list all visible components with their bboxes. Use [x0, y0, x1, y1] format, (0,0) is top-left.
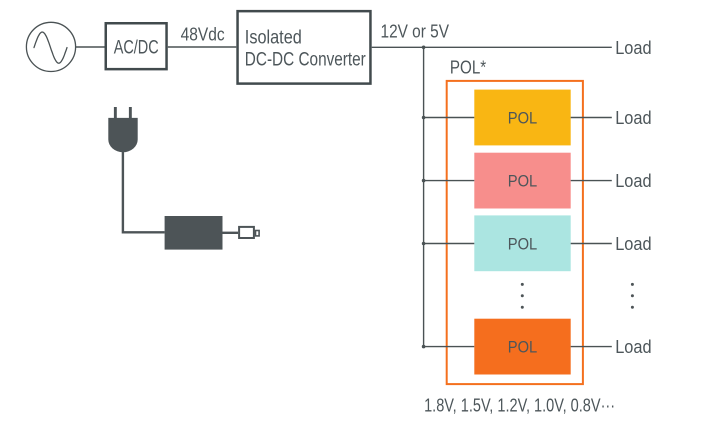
svg-text:1.8V, 1.5V, 1.2V, 1.0V, 0.8V··: 1.8V, 1.5V, 1.2V, 1.0V, 0.8V···: [424, 395, 615, 416]
svg-text:POL: POL: [508, 109, 538, 128]
svg-text:Load: Load: [615, 107, 651, 128]
svg-text:POL: POL: [508, 338, 538, 357]
svg-text:POL*: POL*: [450, 58, 486, 78]
svg-text:AC/DC: AC/DC: [114, 38, 159, 59]
svg-text:Load: Load: [615, 233, 651, 254]
svg-text:Load: Load: [615, 336, 651, 357]
svg-text:POL: POL: [508, 234, 538, 253]
svg-text:POL: POL: [508, 172, 538, 191]
svg-text:Isolated: Isolated: [245, 27, 302, 48]
svg-text:DC-DC Converter: DC-DC Converter: [245, 50, 367, 71]
svg-text:48Vdc: 48Vdc: [181, 24, 225, 45]
svg-text:Load: Load: [615, 170, 651, 191]
svg-text:12V or 5V: 12V or 5V: [381, 20, 450, 41]
svg-text:Load: Load: [615, 37, 651, 58]
